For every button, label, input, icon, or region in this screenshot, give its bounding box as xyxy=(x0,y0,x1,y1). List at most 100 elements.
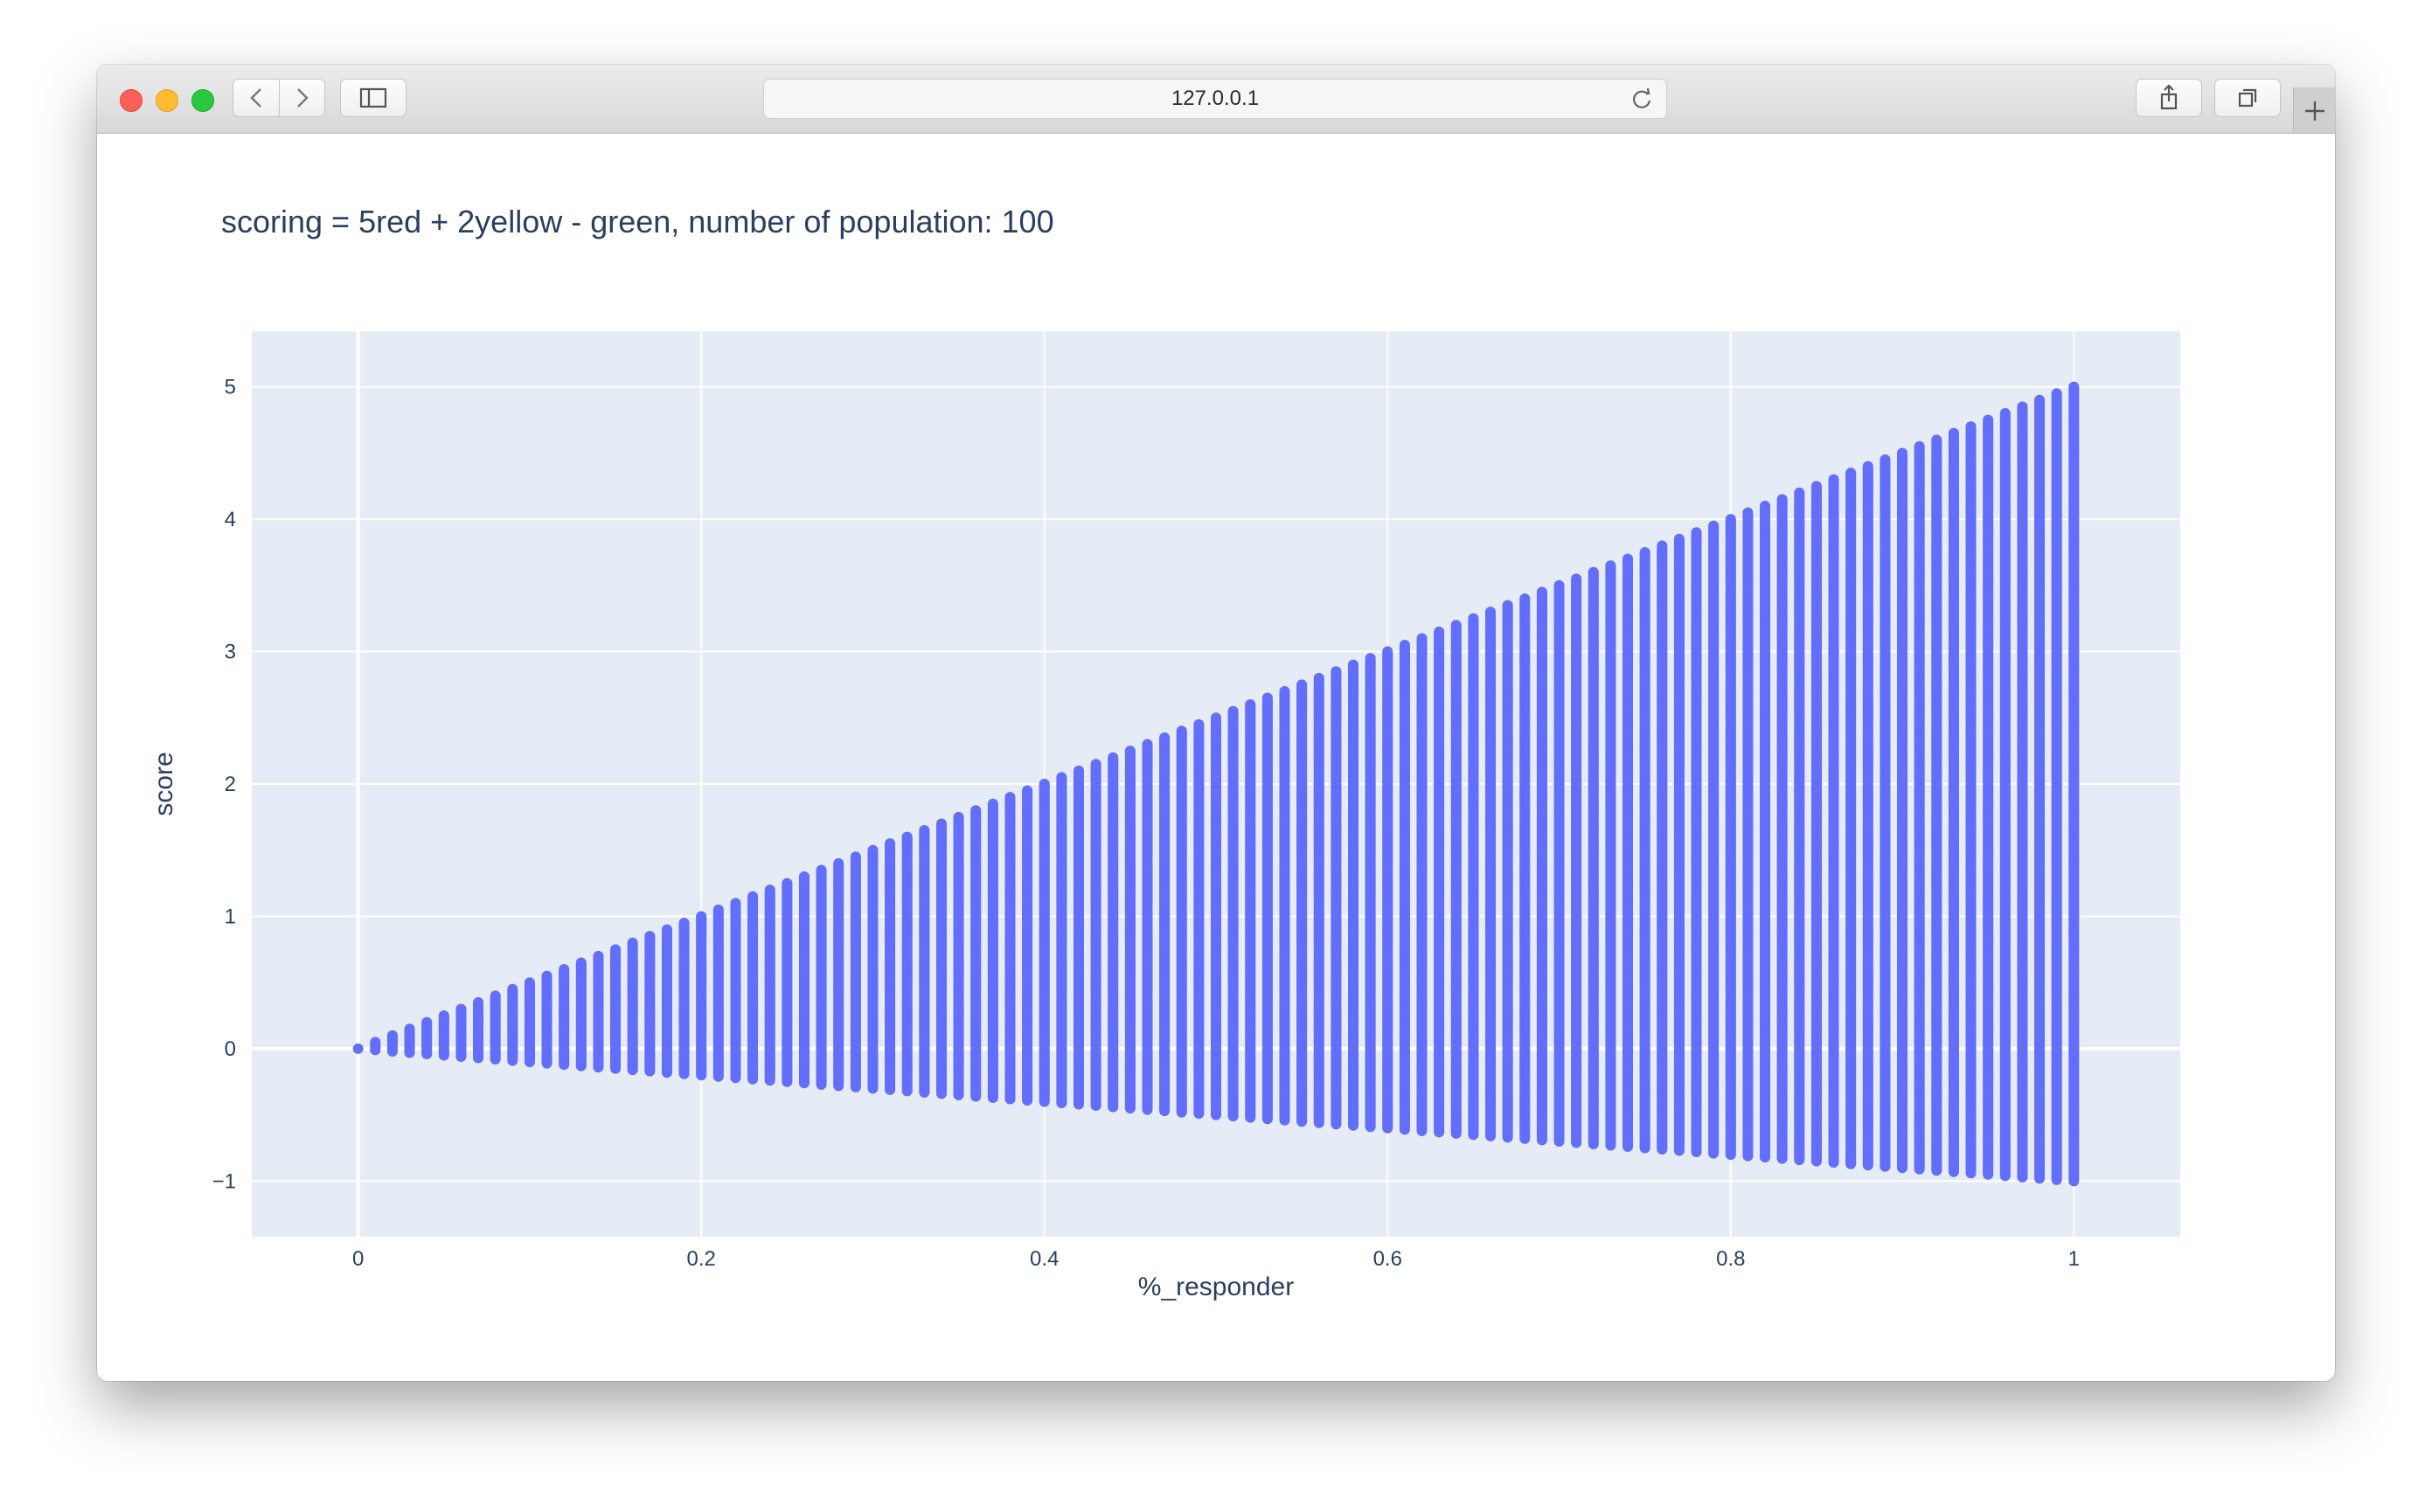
data-point xyxy=(644,931,656,942)
data-column xyxy=(473,996,484,1064)
data-point xyxy=(661,924,672,935)
navigation-buttons xyxy=(233,79,325,117)
data-column xyxy=(421,1016,433,1059)
data-point xyxy=(627,937,638,948)
sidebar-button[interactable] xyxy=(340,79,406,117)
data-point xyxy=(747,891,759,902)
data-column xyxy=(610,944,622,1074)
data-point xyxy=(970,805,982,816)
data-column xyxy=(712,904,724,1082)
zoom-window-button[interactable] xyxy=(191,89,214,112)
data-column xyxy=(696,911,707,1081)
reload-button[interactable] xyxy=(1629,80,1654,129)
sidebar-icon xyxy=(359,87,387,108)
data-point xyxy=(575,957,587,968)
address-bar[interactable]: 127.0.0.1 xyxy=(763,79,1667,119)
data-point xyxy=(524,977,535,988)
data-point xyxy=(712,904,724,915)
tabs-icon xyxy=(2238,88,2257,108)
data-column xyxy=(816,864,827,1090)
data-point xyxy=(455,1003,467,1015)
data-column xyxy=(747,891,759,1085)
data-column xyxy=(455,1003,467,1063)
data-point xyxy=(850,851,861,863)
data-column xyxy=(919,825,930,1098)
data-column xyxy=(1004,792,1016,1105)
data-column xyxy=(798,871,810,1089)
data-column xyxy=(935,818,947,1099)
minimize-window-button[interactable] xyxy=(156,89,178,112)
data-points xyxy=(352,381,2080,1187)
data-column xyxy=(867,844,879,1094)
data-point xyxy=(935,818,947,829)
data-point xyxy=(438,1010,449,1022)
data-point xyxy=(885,838,896,850)
data-column xyxy=(627,937,638,1076)
data-point xyxy=(386,1030,398,1041)
tabs-button[interactable] xyxy=(2214,79,2281,117)
data-column xyxy=(1022,785,1033,1106)
data-point xyxy=(610,944,622,955)
address-url: 127.0.0.1 xyxy=(764,80,1666,118)
data-column xyxy=(404,1023,415,1058)
data-point xyxy=(473,996,484,1008)
data-column xyxy=(885,838,896,1095)
data-column xyxy=(575,957,587,1072)
data-column xyxy=(661,924,672,1079)
data-column xyxy=(524,977,535,1068)
data-column xyxy=(970,805,982,1102)
data-point xyxy=(833,857,844,869)
browser-window: 127.0.0.1 xyxy=(97,65,2335,1381)
share-button[interactable] xyxy=(2136,79,2202,117)
data-point xyxy=(507,983,518,995)
data-column xyxy=(833,857,844,1092)
data-column xyxy=(644,931,656,1077)
data-column xyxy=(438,1010,449,1061)
data-column xyxy=(987,798,998,1103)
data-column xyxy=(386,1030,398,1057)
scatter-chart: scoring = 5red + 2yellow - green, number… xyxy=(149,204,2180,1301)
back-button[interactable] xyxy=(233,80,280,116)
data-point xyxy=(490,990,501,1002)
data-column xyxy=(507,983,518,1066)
data-column xyxy=(678,918,690,1079)
data-column xyxy=(593,950,604,1073)
data-column xyxy=(352,1043,364,1054)
chevron-right-icon xyxy=(297,88,309,108)
data-point xyxy=(352,1043,364,1054)
data-column xyxy=(730,898,741,1084)
data-point xyxy=(370,1037,381,1048)
data-point xyxy=(559,964,570,975)
data-column xyxy=(782,877,793,1087)
data-point xyxy=(593,950,604,961)
close-window-button[interactable] xyxy=(120,89,142,112)
data-point xyxy=(541,970,552,981)
data-column xyxy=(850,851,861,1092)
data-column xyxy=(559,964,570,1071)
data-point xyxy=(798,871,810,883)
data-column xyxy=(901,831,913,1097)
data-point xyxy=(678,918,690,929)
chevron-left-icon xyxy=(250,88,261,108)
data-point xyxy=(867,844,879,856)
page-content: scoring = 5red + 2yellow - green, number… xyxy=(97,134,2335,1381)
data-point xyxy=(764,884,775,896)
data-point xyxy=(730,898,741,909)
title-bar: 127.0.0.1 xyxy=(97,65,2335,134)
forward-button[interactable] xyxy=(280,80,325,116)
data-column xyxy=(953,811,964,1100)
data-point xyxy=(404,1023,415,1035)
new-tab-button[interactable] xyxy=(2293,87,2335,133)
data-point xyxy=(421,1016,433,1028)
data-point xyxy=(782,877,793,889)
share-icon xyxy=(2160,84,2178,110)
data-column xyxy=(1039,779,1050,1107)
data-column xyxy=(370,1037,381,1056)
data-point xyxy=(1022,785,1033,796)
data-point xyxy=(953,811,964,822)
data-point xyxy=(901,831,913,843)
data-point xyxy=(816,864,827,876)
data-column xyxy=(764,884,775,1086)
data-column xyxy=(490,990,501,1065)
reload-icon xyxy=(1632,87,1651,108)
